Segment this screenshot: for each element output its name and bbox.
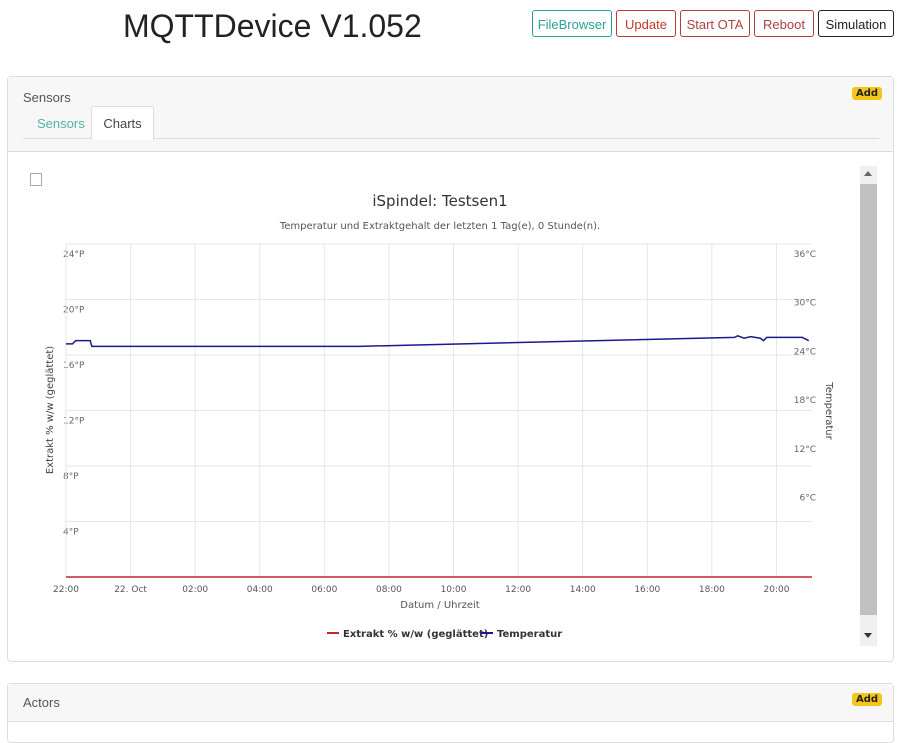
panel-header xyxy=(8,684,893,722)
y-tick-label: 16°P xyxy=(63,361,85,371)
y-tick-label: 20°P xyxy=(63,306,85,316)
panel-title: Actors xyxy=(23,695,60,710)
y-tick-label: 24°P xyxy=(63,250,85,260)
panel-header xyxy=(8,77,893,152)
x-tick-label: 16:00 xyxy=(634,585,660,595)
x-tick-label: 04:00 xyxy=(247,585,273,595)
x-tick-label: 20:00 xyxy=(764,585,790,595)
y2-tick-label: 24°C xyxy=(794,347,816,357)
page-title: MQTTDevice V1.052 xyxy=(123,8,422,44)
x-axis-title: Datum / Uhrzeit xyxy=(400,600,480,611)
x-tick-label: 22. Oct xyxy=(114,585,147,595)
y2-tick-label: 18°C xyxy=(794,396,816,406)
x-tick-label: 14:00 xyxy=(570,585,596,595)
chart-subtitle: Temperatur und Extraktgehalt der letzten… xyxy=(279,221,600,232)
y-axis-title: Extrakt % w/w (geglättet) xyxy=(45,346,56,474)
x-tick-label: 08:00 xyxy=(376,585,402,595)
legend-label: Temperatur xyxy=(497,629,562,640)
line xyxy=(66,334,810,348)
legend-label: Extrakt % w/w (geglättet) xyxy=(343,629,488,640)
y2-tick-label: 6°C xyxy=(799,494,816,504)
add-badge[interactable]: Add xyxy=(852,87,883,100)
y-tick-label: 12°P xyxy=(63,417,85,427)
button[interactable]: Simulation xyxy=(818,10,894,37)
x-tick-label: 10:00 xyxy=(441,585,467,595)
broken-image xyxy=(30,173,42,186)
tab-line xyxy=(23,138,879,139)
x-tick-label: 12:00 xyxy=(505,585,531,595)
actors-panel: Actors Add xyxy=(7,683,894,743)
scrollbar-thumb[interactable] xyxy=(860,184,877,615)
panel-title: Sensors xyxy=(23,90,71,105)
button[interactable]: FileBrowser xyxy=(532,10,612,37)
add-badge[interactable]: Add xyxy=(852,693,883,706)
y2-axis-title: Temperatur xyxy=(823,381,834,440)
button[interactable]: Update xyxy=(616,10,676,37)
x-tick-label: 22:00 xyxy=(53,585,79,595)
scroll-arrow xyxy=(864,633,872,638)
y-tick-label: 4°P xyxy=(63,528,79,538)
tab-active[interactable]: Charts xyxy=(91,106,154,140)
y2-tick-label: 36°C xyxy=(794,250,816,260)
y2-tick-label: 30°C xyxy=(794,299,816,309)
button[interactable]: Start OTA xyxy=(680,10,750,37)
x-tick-label: 06:00 xyxy=(311,585,337,595)
x-tick-label: 18:00 xyxy=(699,585,725,595)
chart-title: iSpindel: Testsen1 xyxy=(372,192,507,210)
y2-tick-label: 12°C xyxy=(794,445,816,455)
button[interactable]: Reboot xyxy=(754,10,814,37)
tab[interactable]: Sensors xyxy=(37,116,85,131)
x-tick-label: 02:00 xyxy=(182,585,208,595)
y-tick-label: 8°P xyxy=(63,472,79,482)
scroll-arrow xyxy=(864,171,872,176)
sensors-panel: Sensors Add Sensors Charts xyxy=(7,76,894,662)
